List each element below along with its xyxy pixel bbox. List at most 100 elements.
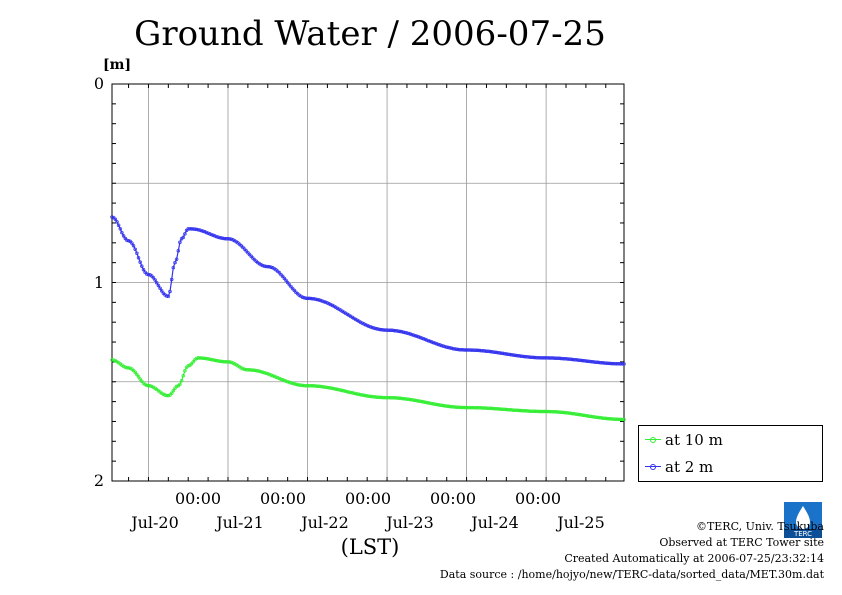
- data-point-2m: [507, 352, 512, 357]
- data-point-10m: [264, 371, 268, 375]
- data-point-10m: [270, 373, 275, 378]
- data-point-10m: [547, 409, 552, 414]
- data-point-10m: [483, 406, 487, 410]
- data-point-2m: [191, 227, 195, 231]
- data-point-10m: [315, 384, 320, 388]
- data-point-10m: [602, 416, 606, 421]
- data-point-10m: [290, 381, 295, 386]
- data-point-2m: [196, 227, 200, 232]
- data-point-10m: [502, 407, 507, 412]
- data-point-10m: [552, 409, 557, 414]
- data-point-10m: [413, 398, 417, 403]
- data-point-2m: [602, 361, 606, 365]
- data-point-2m: [314, 297, 318, 301]
- data-point-2m: [526, 355, 530, 359]
- data-point-10m: [345, 389, 350, 394]
- data-point-2m: [126, 239, 131, 243]
- data-point-2m: [517, 354, 522, 358]
- data-point-10m: [454, 405, 459, 409]
- data-point-10m: [289, 381, 293, 385]
- data-point-2m: [589, 359, 593, 364]
- svg-text:TERC: TERC: [793, 530, 812, 538]
- data-point-10m: [516, 408, 520, 413]
- data-point-2m: [188, 227, 192, 231]
- data-point-2m: [590, 360, 595, 364]
- data-point-2m: [483, 349, 487, 353]
- legend: at 10 m at 2 m: [638, 425, 823, 482]
- x-tick-time-4: 00:00: [429, 489, 477, 508]
- data-point-2m: [418, 335, 422, 340]
- data-point-2m: [562, 356, 567, 361]
- data-point-2m: [521, 354, 525, 359]
- data-point-2m: [441, 344, 446, 348]
- data-point-10m: [178, 382, 182, 387]
- credit-created: Created Automatically at 2006-07-25/23:3…: [564, 552, 824, 565]
- data-point-10m: [575, 412, 580, 417]
- data-point-10m: [138, 377, 142, 381]
- data-point-10m: [300, 383, 305, 388]
- x-tick-time-3: 00:00: [344, 489, 392, 508]
- data-point-2m: [259, 263, 263, 267]
- data-point-10m: [229, 360, 234, 365]
- legend-symbol-2m: [645, 462, 661, 472]
- data-point-10m: [456, 405, 461, 410]
- data-point-10m: [337, 388, 341, 392]
- x-tick-time-5: 00:00: [514, 489, 562, 508]
- data-point-2m: [499, 351, 504, 355]
- data-point-10m: [257, 369, 262, 374]
- data-point-2m: [151, 276, 156, 280]
- data-point-10m: [501, 407, 505, 412]
- data-point-2m: [121, 234, 126, 238]
- data-point-2m: [468, 348, 472, 352]
- data-point-2m: [209, 232, 214, 237]
- data-point-10m: [610, 417, 615, 421]
- data-point-10m: [335, 387, 340, 392]
- data-point-2m: [539, 356, 543, 360]
- data-point-10m: [597, 415, 601, 420]
- data-point-2m: [368, 325, 373, 329]
- data-point-2m: [173, 260, 177, 265]
- data-point-10m: [287, 380, 292, 385]
- data-point-2m: [471, 348, 475, 352]
- data-point-2m: [136, 255, 141, 260]
- data-point-2m: [577, 358, 582, 362]
- data-point-2m: [466, 348, 470, 352]
- data-point-10m: [529, 409, 533, 413]
- data-point-10m: [385, 395, 389, 400]
- data-point-10m: [479, 406, 484, 410]
- data-point-2m: [372, 326, 376, 330]
- data-point-10m: [123, 365, 128, 369]
- data-point-2m: [592, 360, 596, 364]
- data-point-2m: [554, 356, 558, 360]
- data-point-2m: [607, 361, 611, 366]
- data-point-10m: [564, 410, 568, 415]
- data-point-10m: [486, 406, 490, 410]
- data-point-2m: [610, 361, 615, 366]
- data-point-10m: [378, 395, 383, 400]
- data-point-2m: [322, 299, 326, 304]
- data-point-2m: [486, 349, 490, 354]
- data-point-10m: [519, 408, 524, 413]
- data-point-2m: [547, 356, 552, 360]
- data-point-2m: [400, 330, 404, 334]
- data-point-10m: [135, 372, 139, 377]
- data-point-10m: [539, 409, 543, 414]
- data-point-2m: [309, 296, 313, 301]
- data-point-10m: [328, 386, 333, 390]
- data-point-10m: [589, 414, 593, 419]
- data-point-10m: [464, 405, 469, 410]
- data-point-2m: [564, 357, 568, 361]
- data-point-2m: [282, 276, 287, 281]
- data-point-2m: [605, 361, 610, 365]
- data-point-10m: [560, 410, 565, 415]
- x-tick-date-jul24: Jul-24: [471, 513, 519, 532]
- data-point-10m: [388, 395, 393, 400]
- data-point-2m: [159, 289, 164, 293]
- data-point-10m: [302, 383, 306, 388]
- data-point-2m: [378, 327, 383, 332]
- data-point-2m: [224, 237, 229, 241]
- data-point-10m: [375, 395, 379, 399]
- data-point-10m: [584, 413, 588, 418]
- legend-label-10m: at 10 m: [665, 431, 723, 449]
- data-point-2m: [319, 298, 323, 303]
